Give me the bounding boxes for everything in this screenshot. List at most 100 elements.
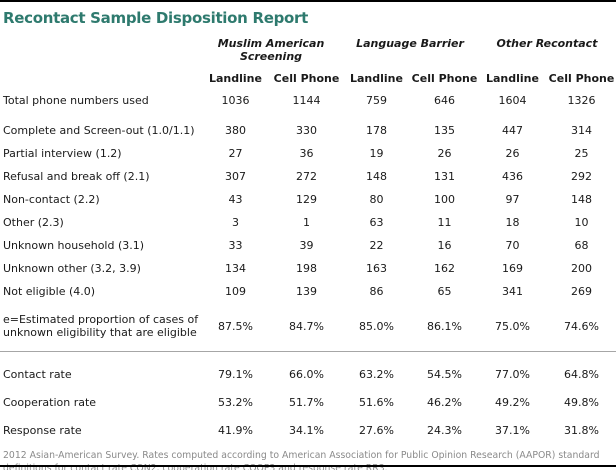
value-cell: 27.6% bbox=[359, 423, 394, 437]
table-row: Not eligible (4.0) 109 139 86 65 341 269 bbox=[0, 280, 616, 303]
value-cell: 19 bbox=[369, 147, 384, 160]
value-cell: 51.7% bbox=[289, 395, 324, 409]
col-header-landline: Landline bbox=[209, 72, 262, 85]
value-cell: 24.3% bbox=[427, 423, 462, 437]
row-label: e=Estimated proportion of cases of unkno… bbox=[3, 313, 199, 339]
value-cell: 51.6% bbox=[359, 395, 394, 409]
table-body: Total phone numbers used 1036 1144 759 6… bbox=[0, 89, 616, 444]
value-cell: 3 bbox=[232, 216, 239, 229]
value-cell: 1 bbox=[303, 216, 310, 229]
value-cell: 77.0% bbox=[478, 351, 547, 388]
value-cell: 26 bbox=[437, 147, 452, 160]
value-cell: 1036 bbox=[221, 94, 250, 107]
row-label: Other (2.3) bbox=[3, 216, 64, 229]
table-header: Muslim American Screening Language Barri… bbox=[0, 36, 616, 89]
col-group-language-barrier: Language Barrier bbox=[356, 37, 464, 50]
value-cell: 436 bbox=[502, 170, 523, 183]
value-cell: 53.2% bbox=[218, 395, 253, 409]
table-row: Unknown household (3.1) 33 39 22 16 70 6… bbox=[0, 234, 616, 257]
value-cell: 27 bbox=[228, 147, 243, 160]
value-cell: 307 bbox=[225, 170, 246, 183]
table-row-cooperation-rate: Cooperation rate 53.2% 51.7% 51.6% 46.2%… bbox=[0, 388, 616, 416]
value-cell: 74.6% bbox=[564, 319, 599, 333]
value-cell: 43 bbox=[228, 193, 243, 206]
value-cell: 64.8% bbox=[547, 351, 616, 388]
value-cell: 178 bbox=[366, 124, 387, 137]
value-cell: 63.2% bbox=[342, 351, 411, 388]
row-label: Cooperation rate bbox=[3, 395, 97, 409]
value-cell: 1604 bbox=[498, 94, 527, 107]
row-label: Unknown other (3.2, 3.9) bbox=[3, 262, 141, 275]
value-cell: 11 bbox=[437, 216, 452, 229]
table-row: Complete and Screen-out (1.0/1.1) 380 33… bbox=[0, 119, 616, 142]
value-cell: 85.0% bbox=[359, 319, 394, 333]
value-cell: 272 bbox=[296, 170, 317, 183]
value-cell: 25 bbox=[574, 147, 589, 160]
bottom-rule bbox=[0, 465, 616, 467]
page-title: Recontact Sample Disposition Report bbox=[3, 9, 308, 27]
table-row: Partial interview (1.2) 27 36 19 26 26 2… bbox=[0, 142, 616, 165]
table-row: Unknown other (3.2, 3.9) 134 198 163 162… bbox=[0, 257, 616, 280]
table-row: Other (2.3) 3 1 63 11 18 10 bbox=[0, 211, 616, 234]
value-cell: 1326 bbox=[567, 94, 596, 107]
value-cell: 100 bbox=[434, 193, 455, 206]
value-cell: 46.2% bbox=[427, 395, 462, 409]
row-label: Refusal and break off (2.1) bbox=[3, 170, 150, 183]
col-header-cell-phone: Cell Phone bbox=[273, 72, 340, 85]
col-group-other-recontact: Other Recontact bbox=[496, 37, 598, 50]
value-cell: 54.5% bbox=[411, 351, 478, 388]
value-cell: 75.0% bbox=[495, 319, 530, 333]
value-cell: 80 bbox=[369, 193, 384, 206]
value-cell: 198 bbox=[296, 262, 317, 275]
value-cell: 292 bbox=[571, 170, 592, 183]
value-cell: 163 bbox=[366, 262, 387, 275]
value-cell: 65 bbox=[437, 285, 452, 298]
value-cell: 66.0% bbox=[271, 351, 342, 388]
value-cell: 41.9% bbox=[218, 423, 253, 437]
col-group-muslim-american-screening: Muslim American Screening bbox=[217, 37, 325, 63]
table-row-eligibility-estimate: e=Estimated proportion of cases of unkno… bbox=[0, 303, 616, 352]
row-label: Total phone numbers used bbox=[3, 94, 149, 107]
value-cell: 139 bbox=[296, 285, 317, 298]
value-cell: 34.1% bbox=[289, 423, 324, 437]
value-cell: 68 bbox=[574, 239, 589, 252]
value-cell: 759 bbox=[366, 94, 387, 107]
value-cell: 129 bbox=[296, 193, 317, 206]
column-group-row: Muslim American Screening Language Barri… bbox=[0, 36, 616, 65]
value-cell: 49.2% bbox=[495, 395, 530, 409]
value-cell: 131 bbox=[434, 170, 455, 183]
value-cell: 33 bbox=[228, 239, 243, 252]
row-label: Non-contact (2.2) bbox=[3, 193, 100, 206]
table-row: Refusal and break off (2.1) 307 272 148 … bbox=[0, 165, 616, 188]
value-cell: 84.7% bbox=[289, 319, 324, 333]
value-cell: 148 bbox=[571, 193, 592, 206]
value-cell: 31.8% bbox=[564, 423, 599, 437]
value-cell: 109 bbox=[225, 285, 246, 298]
value-cell: 86.1% bbox=[427, 319, 462, 333]
row-label: Complete and Screen-out (1.0/1.1) bbox=[3, 124, 195, 137]
value-cell: 36 bbox=[299, 147, 314, 160]
value-cell: 10 bbox=[574, 216, 589, 229]
value-cell: 16 bbox=[437, 239, 452, 252]
value-cell: 341 bbox=[502, 285, 523, 298]
table-row-response-rate: Response rate 41.9% 34.1% 27.6% 24.3% 37… bbox=[0, 416, 616, 444]
row-label: Partial interview (1.2) bbox=[3, 147, 122, 160]
value-cell: 134 bbox=[225, 262, 246, 275]
empty-header-cell bbox=[0, 36, 200, 65]
value-cell: 37.1% bbox=[495, 423, 530, 437]
col-header-cell-phone: Cell Phone bbox=[548, 72, 615, 85]
table-row-contact-rate: Contact rate 79.1% 66.0% 63.2% 54.5% 77.… bbox=[0, 351, 616, 388]
value-cell: 39 bbox=[299, 239, 314, 252]
value-cell: 18 bbox=[505, 216, 520, 229]
col-header-landline: Landline bbox=[350, 72, 403, 85]
value-cell: 1144 bbox=[292, 94, 321, 107]
value-cell: 22 bbox=[369, 239, 384, 252]
row-label: Not eligible (4.0) bbox=[3, 285, 96, 298]
col-header-landline: Landline bbox=[486, 72, 539, 85]
table-row: Total phone numbers used 1036 1144 759 6… bbox=[0, 89, 616, 119]
value-cell: 49.8% bbox=[564, 395, 599, 409]
value-cell: 148 bbox=[366, 170, 387, 183]
value-cell: 646 bbox=[434, 94, 455, 107]
value-cell: 86 bbox=[369, 285, 384, 298]
